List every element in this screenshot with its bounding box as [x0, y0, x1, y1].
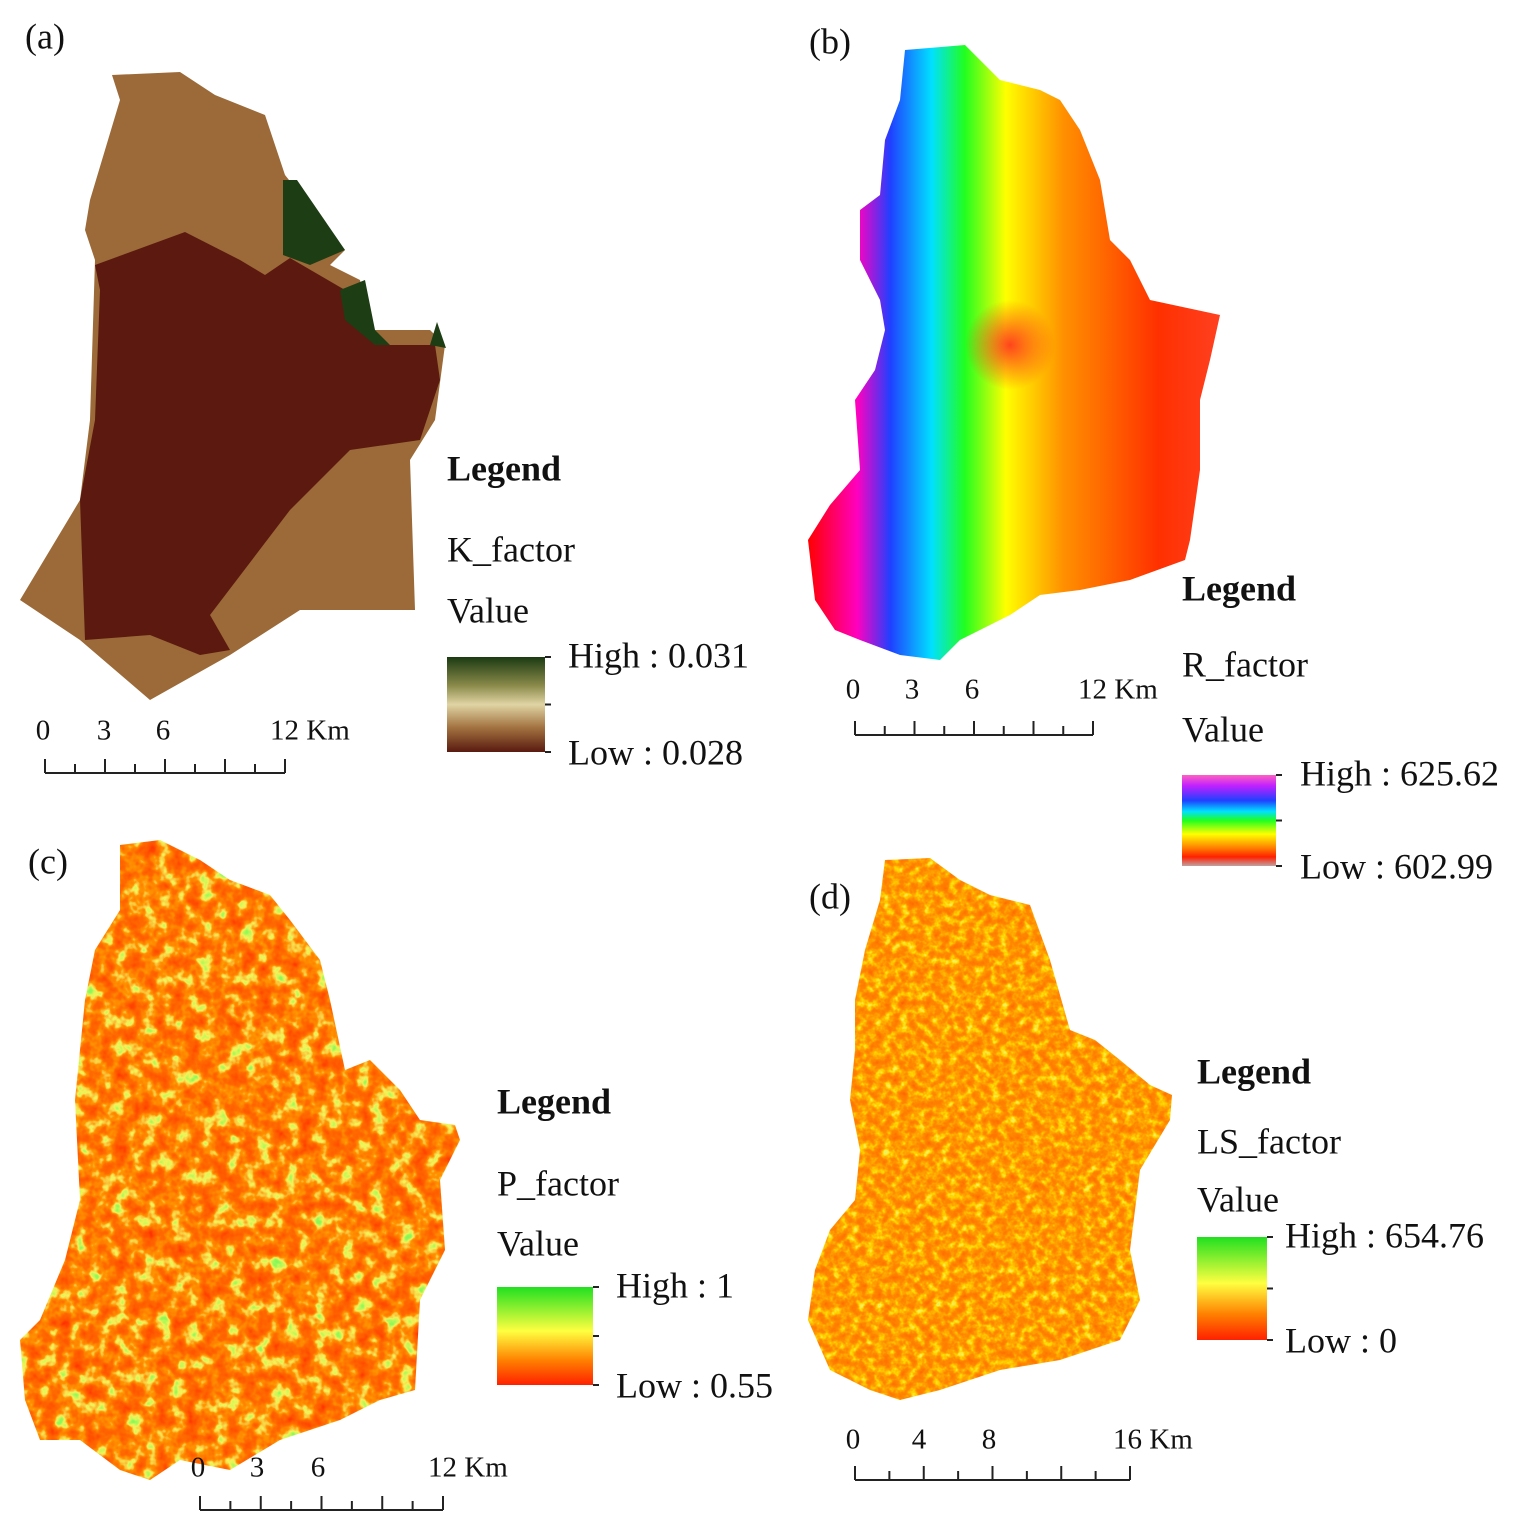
legend-high: High : 1	[616, 1265, 734, 1305]
scale-label: 0	[191, 1452, 206, 1484]
color-ramp	[1182, 775, 1276, 866]
legend-field: Value	[497, 1223, 579, 1263]
rainfall-hotspot	[965, 300, 1055, 390]
panel-label: (d)	[809, 876, 851, 916]
soil-dark	[80, 232, 440, 655]
scale-label: 3	[250, 1452, 265, 1484]
soil-green	[283, 180, 345, 265]
legend-title: Legend	[447, 448, 561, 488]
map-b	[808, 45, 1220, 660]
legend-layer: P_factor	[497, 1163, 619, 1203]
scale-label: 3	[905, 674, 920, 706]
panel-label: (c)	[28, 841, 68, 881]
color-ramp	[497, 1287, 593, 1385]
slope-raster	[808, 858, 1172, 1400]
panel: (c) Legend P_factor Value High : 1 Low : 0.55…	[28, 841, 773, 1511]
scale-label: 4	[912, 1424, 927, 1456]
panel: (b) Legend R_factor Value High : 625.62 Low :…	[809, 21, 1499, 886]
legend-high: High : 654.76	[1285, 1215, 1484, 1255]
legend-low: Low : 0.55	[616, 1365, 773, 1405]
panel-label: (a)	[25, 16, 65, 56]
color-ramp	[447, 657, 545, 752]
scale-label: 3	[97, 715, 112, 747]
soil-green	[340, 280, 390, 345]
legend-layer: K_factor	[447, 529, 575, 569]
map-a	[20, 72, 446, 700]
legend-low: Low : 602.99	[1300, 846, 1493, 886]
scale-label: 0	[846, 674, 861, 706]
legend-layer: LS_factor	[1197, 1121, 1341, 1161]
legend-field: Value	[1197, 1179, 1279, 1219]
scale-label: 0	[846, 1424, 861, 1456]
scale-label: 12 Km	[270, 715, 350, 747]
scale-label: 16 Km	[1113, 1424, 1193, 1456]
soil-green	[430, 322, 446, 348]
scale-label: 6	[965, 674, 980, 706]
map-d	[808, 858, 1172, 1400]
legend-title: Legend	[1182, 568, 1296, 608]
legend-high: High : 0.031	[568, 635, 749, 675]
legend-title: Legend	[1197, 1051, 1311, 1091]
legend-high: High : 625.62	[1300, 753, 1499, 793]
scale-label: 6	[311, 1452, 326, 1484]
legend-field: Value	[1182, 709, 1264, 749]
practice-raster	[20, 840, 460, 1480]
legend-layer: R_factor	[1182, 644, 1308, 684]
legend-low: Low : 0	[1285, 1320, 1397, 1360]
scale-label: 12 Km	[428, 1452, 508, 1484]
scale-label: 6	[156, 715, 171, 747]
legend-low: Low : 0.028	[568, 732, 743, 772]
scale-label: 12 Km	[1078, 674, 1158, 706]
panel: (a) Legend K_factor Value High : 0.031 Low : …	[25, 16, 749, 774]
color-ramp	[1197, 1237, 1267, 1340]
scale-label: 8	[982, 1424, 997, 1456]
legend-field: Value	[447, 590, 529, 630]
legend-title: Legend	[497, 1081, 611, 1121]
panel-label: (b)	[809, 21, 851, 61]
map-c	[20, 840, 460, 1480]
scale-label: 0	[36, 715, 51, 747]
